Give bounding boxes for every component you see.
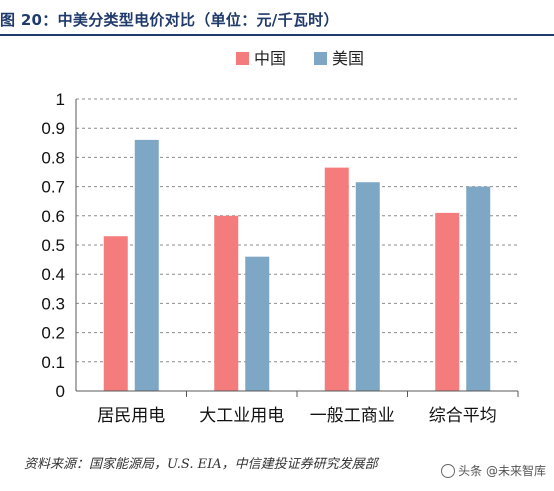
legend: 中国 美国 <box>236 49 364 68</box>
source-note: 资料来源：国家能源局，U.S. EIA，中信建投证券研究发展部 <box>24 457 378 472</box>
x-tick-label: 居民用电 <box>97 406 165 426</box>
legend-label: 美国 <box>332 49 364 68</box>
watermark: 头条 @未来智库 <box>441 461 546 481</box>
bar-usa <box>466 186 491 391</box>
legend-swatch <box>236 52 249 65</box>
bar-usa <box>355 182 380 391</box>
y-axis-tick-labels: 0 0.1 0.2 0.3 0.4 0.5 0.6 0.7 0.8 0.9 1 <box>41 90 65 401</box>
legend-label: 中国 <box>254 49 286 68</box>
x-tick-label: 大工业用电 <box>199 406 284 426</box>
x-tick-label: 综合平均 <box>429 406 497 426</box>
y-tick-label: 0.4 <box>41 265 65 284</box>
y-tick-label: 0.2 <box>41 324 65 343</box>
bar-china <box>435 212 460 391</box>
bars <box>103 139 491 391</box>
bar-china <box>324 167 349 391</box>
watermark-logo-icon <box>441 464 456 478</box>
legend-swatch <box>314 52 327 65</box>
y-tick-label: 0.5 <box>41 236 65 255</box>
title-divider <box>0 34 554 36</box>
bar-usa <box>245 256 270 391</box>
y-tick-label: 0.3 <box>41 294 65 313</box>
x-axis-tick-labels: 居民用电 大工业用电 一般工商业 综合平均 <box>97 406 497 426</box>
y-tick-label: 1 <box>56 90 65 109</box>
bar-china <box>214 215 239 391</box>
y-tick-label: 0.6 <box>41 207 65 226</box>
axes <box>75 99 519 397</box>
y-tick-label: 0.9 <box>41 119 65 138</box>
y-tick-label: 0.8 <box>41 148 65 167</box>
bar-china <box>103 236 128 391</box>
x-tick-label: 一般工商业 <box>310 406 395 426</box>
watermark-text: 头条 @未来智库 <box>458 464 546 478</box>
bar-usa <box>134 139 159 391</box>
y-tick-label: 0.7 <box>41 178 65 197</box>
chart-title: 图 20：中美分类型电价对比（单位：元/千瓦时） <box>0 11 339 29</box>
y-tick-label: 0.1 <box>41 353 65 372</box>
y-tick-label: 0 <box>56 382 65 401</box>
